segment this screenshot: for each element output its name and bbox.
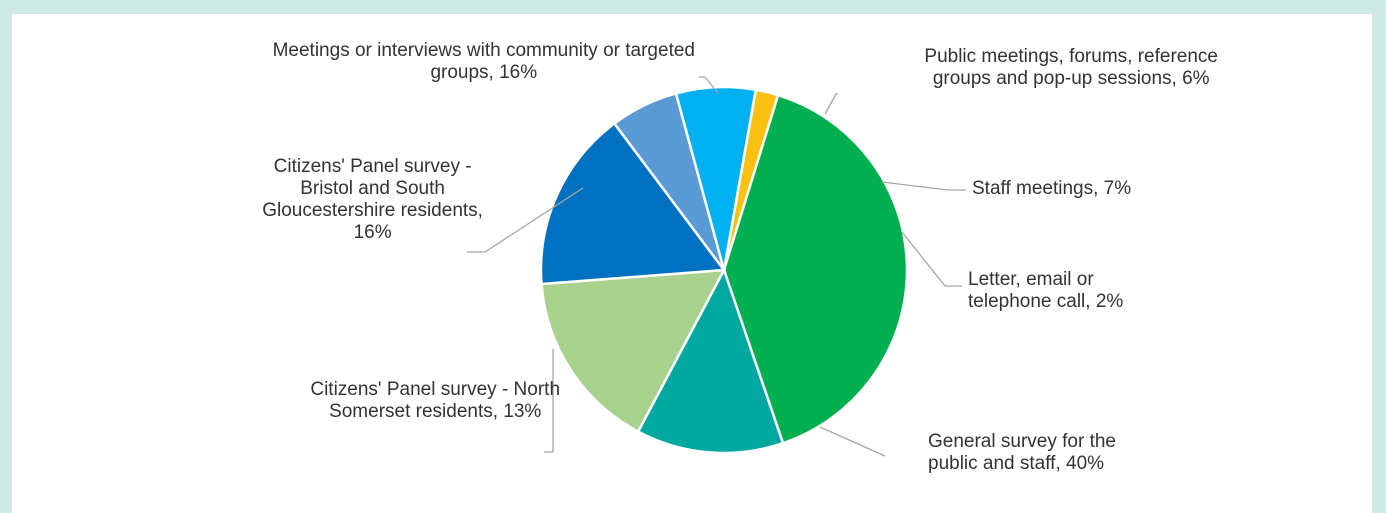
slice-label-2: Citizens' Panel survey - North Somerset r… [310, 379, 560, 422]
slice-label-line: telephone call, 2% [968, 291, 1123, 312]
leader-line-5 [824, 93, 838, 115]
slice-label-4: Meetings or interviews with community or… [273, 40, 695, 83]
leader-line-4 [699, 76, 719, 94]
pie-slice-4 [539, 121, 727, 286]
pie-slice-2 [636, 266, 785, 455]
slice-label-5: Public meetings, forums, reference groups… [924, 46, 1218, 89]
slice-label-line: General survey for the [928, 431, 1116, 452]
slice-label-line: Meetings or interviews with community or… [273, 40, 695, 61]
slice-label-0: Letter, email or telephone call, 2% [968, 269, 1123, 312]
leader-line-3 [467, 187, 584, 253]
slice-label-6: Staff meetings, 7% [972, 178, 1131, 199]
slice-label-line: Somerset residents, 13% [329, 401, 541, 422]
pie-slice-6 [674, 85, 758, 271]
slice-label-line: Citizens' Panel survey - North [310, 379, 560, 400]
leader-line-1 [819, 426, 886, 457]
pie-slices [539, 85, 909, 455]
slice-labels: Letter, email or telephone call, 2% Genera… [262, 40, 1218, 474]
leader-line-2 [544, 349, 554, 453]
pie-slice-3 [540, 268, 727, 434]
pie-slice-1 [722, 93, 909, 445]
slice-label-3: Citizens' Panel survey -Bristol and Sout… [262, 156, 483, 243]
slice-label-line: Staff meetings, 7% [972, 178, 1131, 199]
slice-label-line: 16% [354, 222, 392, 243]
slice-label-1: General survey for the public and staff, … [928, 431, 1116, 474]
slice-label-line: Citizens' Panel survey - [274, 156, 472, 177]
leader-line-6 [881, 181, 966, 191]
slice-label-line: public and staff, 40% [928, 453, 1104, 474]
slice-label-line: Letter, email or [968, 269, 1094, 290]
slice-label-line: groups, 16% [430, 62, 537, 83]
slice-label-line: groups and pop-up sessions, 6% [933, 68, 1210, 89]
slice-label-line: Bristol and South [300, 178, 445, 199]
slice-label-line: Gloucestershire residents, [262, 200, 483, 221]
leader-lines [467, 76, 966, 457]
leader-line-0 [901, 231, 962, 287]
slice-label-line: Public meetings, forums, reference [924, 46, 1218, 67]
